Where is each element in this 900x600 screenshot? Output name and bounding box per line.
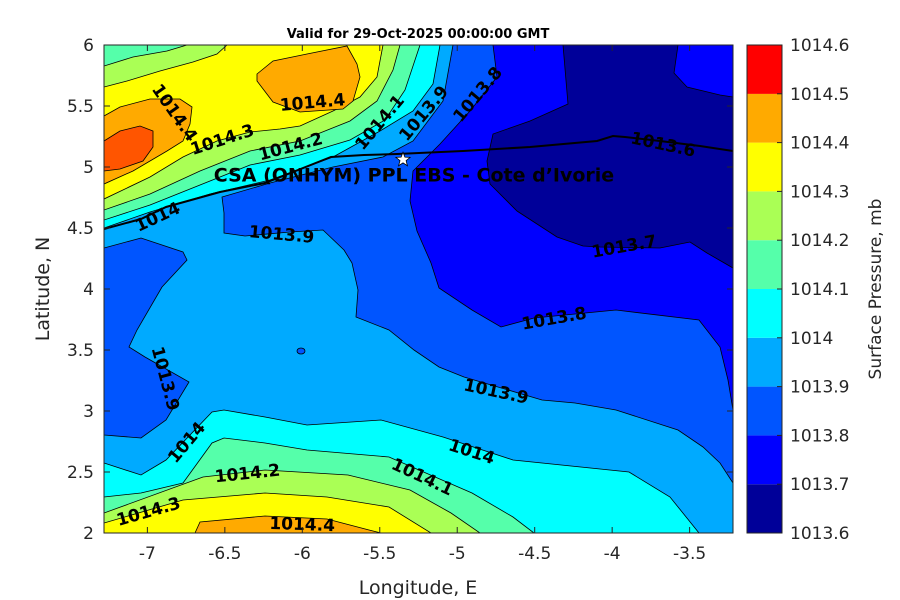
- x-axis-label: Longitude, E: [359, 577, 478, 599]
- y-tick-label: 4: [83, 280, 94, 300]
- coastline: [104, 134, 733, 230]
- x-tick-label: -6: [294, 544, 311, 564]
- colorbar-tick-label: 1014: [790, 329, 833, 349]
- y-tick-label: 5.5: [67, 97, 94, 117]
- colorbar-tick-label: 1013.6: [790, 524, 849, 544]
- colorbar-tick-label: 1014.6: [790, 36, 849, 56]
- y-tick-label: 4.5: [67, 219, 94, 239]
- band-1013.8-islet: [296, 347, 306, 355]
- x-tick-label: -6.5: [208, 544, 241, 564]
- contour-label: 1014.4: [269, 514, 335, 536]
- colorbar-tick-label: 1013.8: [790, 426, 849, 446]
- band-1013.8-west: [104, 237, 190, 439]
- chart-title: Valid for 29-Oct-2025 00:00:00 GMT: [287, 27, 550, 42]
- colorbar-label: Surface Pressure, mb: [866, 199, 886, 380]
- colorbar-tick-label: 1014.2: [790, 231, 849, 251]
- colorbar-swatch: [747, 435, 782, 485]
- colorbar-tick-label: 1014.3: [790, 182, 849, 202]
- y-tick-label: 2: [83, 524, 94, 544]
- x-tick-label: -5.5: [363, 544, 396, 564]
- band-1014.4-center: [256, 45, 361, 113]
- colorbar-swatch: [747, 484, 782, 533]
- colorbar-tick-label: 1014.1: [790, 280, 849, 300]
- x-tick-label: -3.5: [673, 544, 706, 564]
- colorbar: 1013.6 1013.7 1013.8 1013.9 1014 1014.1 1014.2…: [746, 36, 849, 544]
- colorbar-swatch: [747, 142, 782, 192]
- station-star-marker: [394, 151, 412, 167]
- band-1014.4-south: [194, 515, 382, 533]
- x-tick-label: -7: [139, 544, 156, 564]
- x-tick-label: -4.5: [518, 544, 551, 564]
- colorbar-tick-label: 1013.9: [790, 378, 849, 398]
- y-tick-label: 5: [83, 158, 94, 178]
- colorbar-tick-label: 1014.5: [790, 85, 849, 105]
- colorbar-swatch: [747, 45, 782, 94]
- colorbar-swatch: [747, 386, 782, 436]
- y-tick-label: 3: [83, 402, 94, 422]
- x-tick-label: -4: [604, 544, 621, 564]
- colorbar-tick-label: 1014.4: [790, 134, 849, 154]
- band-1013.6: [486, 45, 733, 269]
- colorbar-swatch: [747, 289, 782, 338]
- station-label: CSA (ONHYM) PPL EBS - Cote d’Ivorie: [214, 165, 614, 187]
- colorbar-swatch: [747, 240, 782, 289]
- y-tick-label: 2.5: [67, 463, 94, 483]
- x-axis: -7 -6.5 -6 -5.5 -5 -4.5 -4 -3.5: [139, 45, 706, 564]
- y-tick-label: 3.5: [67, 341, 94, 361]
- colorbar-swatch: [747, 191, 782, 241]
- band-1014.3-south: [104, 492, 432, 533]
- y-axis-label: Latitude, N: [32, 237, 54, 342]
- x-tick-label: -5: [449, 544, 466, 564]
- colorbar-swatch: [747, 93, 782, 143]
- band-1014.5-west: [104, 125, 154, 172]
- y-axis: 2 2.5 3 3.5 4 4.5 5 5.5 6: [67, 36, 733, 544]
- colorbar-swatch: [747, 337, 782, 387]
- y-tick-label: 6: [83, 36, 94, 56]
- plot-area: 1014.4 1014.4 1014.3 1014.2 1014.1 1013.…: [104, 45, 733, 536]
- colorbar-tick-label: 1013.7: [790, 475, 849, 495]
